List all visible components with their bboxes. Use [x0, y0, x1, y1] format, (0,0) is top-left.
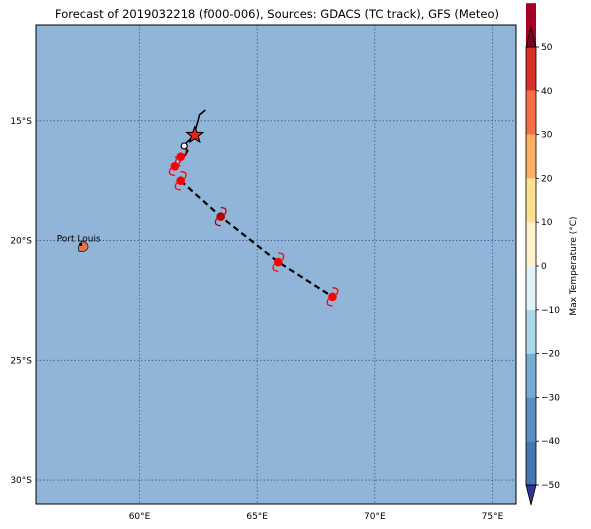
cyclone-arm-upper — [332, 287, 339, 296]
lon-tick-label: 75°E — [482, 512, 504, 522]
colorbar-tick-label: −40 — [541, 437, 560, 447]
cyclone-center — [216, 212, 226, 221]
colorbar-tick-label: 20 — [541, 174, 553, 184]
colorbar-segment — [526, 222, 536, 266]
cyclone-center — [170, 162, 180, 171]
cyclone-symbol-icon — [326, 287, 339, 307]
cyclone-arm-lower — [214, 218, 221, 227]
colorbar-tick-label: −10 — [541, 306, 560, 316]
cyclone-center — [328, 292, 337, 302]
lat-tick-label: 20°S — [10, 237, 32, 247]
map-panel: Port Louis — [35, 24, 517, 505]
cyclone-arm-upper — [220, 206, 227, 215]
cyclone-arm-lower — [168, 167, 175, 176]
colorbar-segment — [526, 47, 536, 91]
cyclone-arm-upper — [174, 156, 181, 165]
colorbar: 50 40 30 20 10 0 −10 −20 −30 −40 −50 — [525, 3, 560, 506]
previous-position-marker — [180, 142, 188, 150]
lon-tick-label: 60°E — [129, 512, 151, 522]
latitude-axis: 15°S 20°S 25°S 30°S — [10, 117, 32, 486]
colorbar-segment — [526, 178, 536, 223]
place-labels: Port Louis — [57, 234, 101, 246]
map-frame — [35, 24, 517, 505]
colorbar-tick-label: −30 — [541, 393, 560, 403]
colorbar-segment — [526, 397, 536, 442]
colorbar-segment — [526, 134, 536, 179]
colorbar-min-extension — [525, 484, 537, 506]
cyclone-center — [176, 152, 186, 162]
colorbar-tick-label: −50 — [541, 481, 560, 491]
cyclone-center — [176, 176, 186, 185]
colorbar-segment — [526, 266, 536, 310]
graticule — [36, 25, 516, 504]
lat-tick-label: 15°S — [10, 117, 32, 127]
cyclone-arm-lower — [174, 182, 181, 191]
longitude-axis: 60°E 65°E 70°E 75°E — [129, 512, 504, 522]
cyclone-symbol-icon — [168, 156, 181, 176]
lon-tick-label: 70°E — [364, 512, 386, 522]
colorbar-tick-label: 10 — [541, 218, 553, 228]
colorbar-segment — [526, 441, 536, 485]
colorbar-tick-label: −20 — [541, 350, 560, 360]
colorbar-label: Max Temperature (°C) — [569, 216, 579, 315]
cyclone-symbol-icon — [214, 206, 227, 227]
lon-tick-label: 65°E — [246, 512, 268, 522]
place-label: Port Louis — [57, 234, 101, 244]
place-marker — [79, 242, 83, 246]
colorbar-tick-label: 0 — [541, 262, 547, 272]
cyclone-arm-lower — [272, 263, 279, 272]
cyclone-arm-upper — [278, 252, 285, 261]
colorbar-segment — [526, 90, 536, 135]
cyclone-symbol-icon — [272, 252, 285, 272]
map-title: Forecast of 2019032218 (f000-006), Sourc… — [55, 7, 499, 21]
forecast-track-line — [179, 179, 334, 298]
cyclone-track-layer — [168, 109, 339, 307]
colorbar-segment — [526, 3, 536, 47]
cyclone-arm-lower — [326, 298, 333, 307]
current-position-star-icon — [185, 125, 205, 144]
lat-tick-label: 30°S — [10, 476, 32, 486]
cyclone-arm-upper — [180, 171, 187, 179]
colorbar-segment — [526, 353, 536, 398]
colorbar-segment — [526, 309, 536, 354]
cyclone-center — [274, 257, 283, 267]
colorbar-tick-label: 50 — [541, 43, 553, 53]
cyclone-symbol-icon — [174, 171, 187, 191]
colorbar-tick-label: 40 — [541, 87, 553, 97]
lat-tick-label: 25°S — [10, 356, 32, 366]
colorbar-tick-label: 30 — [541, 131, 553, 141]
